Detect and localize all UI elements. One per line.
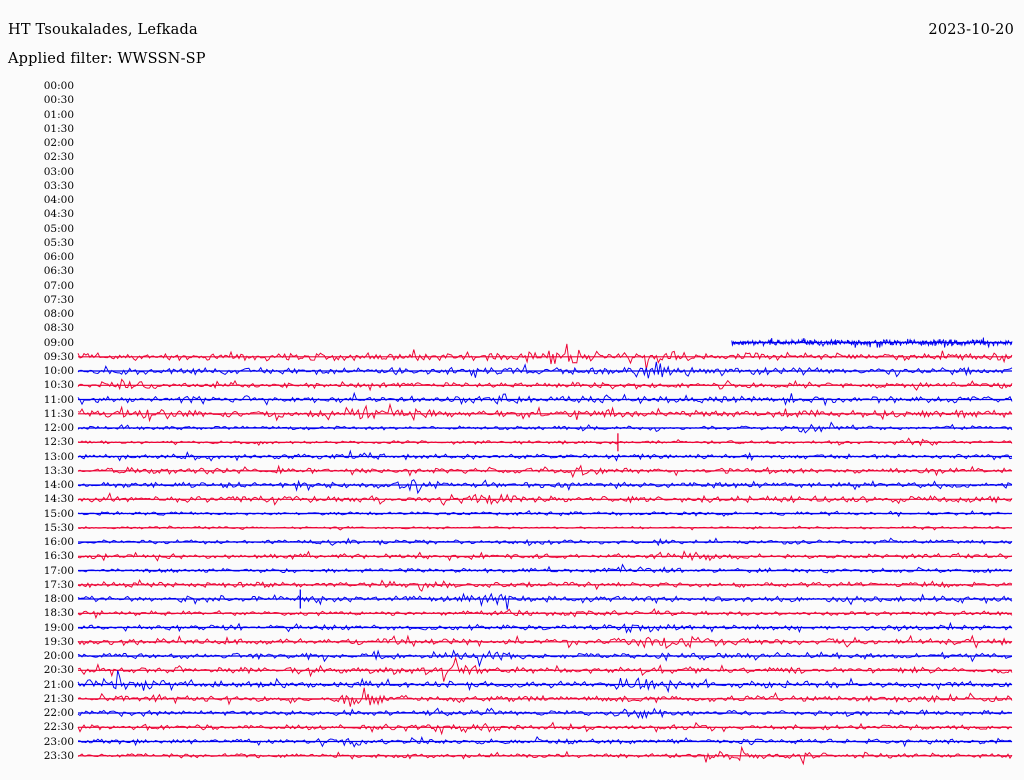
time-axis-label: 18:00 — [43, 593, 74, 605]
seismic-trace — [77, 608, 1013, 620]
time-axis-label: 18:30 — [43, 607, 74, 620]
time-axis-label: 03:30 — [43, 179, 74, 192]
time-axis-label: 01:00 — [43, 108, 74, 121]
time-axis-label: 15:00 — [43, 507, 74, 520]
time-axis-label: 19:00 — [43, 621, 74, 634]
time-axis-label: 01:30 — [43, 122, 74, 135]
page-title: HT Tsoukalades, Lefkada — [8, 22, 198, 38]
time-axis-label: 12:00 — [43, 422, 74, 434]
time-axis-label: 00:30 — [43, 94, 74, 107]
time-axis-label: 10:30 — [43, 379, 74, 392]
applied-filter-label: Applied filter: WWSSN-SP — [8, 51, 206, 67]
time-axis-label: 10:00 — [43, 365, 74, 377]
time-axis-label: 02:30 — [43, 151, 74, 164]
time-axis-label: 11:30 — [43, 407, 74, 420]
time-axis-label: 17:00 — [43, 564, 74, 577]
time-axis-label: 17:30 — [43, 578, 74, 591]
time-axis-label: 19:30 — [43, 635, 74, 648]
seismic-trace — [77, 656, 1013, 682]
time-axis-label: 07:00 — [43, 279, 74, 292]
date-label: 2023-10-20 — [928, 22, 1014, 38]
seismic-trace — [77, 343, 1013, 370]
seismic-trace — [77, 721, 1013, 736]
seismic-trace — [78, 537, 1013, 547]
seismic-trace — [77, 687, 1013, 707]
time-axis-label: 06:30 — [43, 265, 74, 278]
time-axis-label: 00:00 — [43, 80, 74, 92]
time-axis-label: 14:30 — [43, 493, 74, 506]
time-axis-label: 22:00 — [43, 707, 74, 719]
time-axis-label: 03:00 — [43, 165, 74, 178]
time-axis-label: 13:30 — [43, 464, 74, 477]
time-axis-label: 21:30 — [43, 692, 74, 705]
seismic-trace — [77, 550, 1013, 562]
seismic-trace — [77, 634, 1013, 649]
seismic-trace — [77, 421, 1013, 434]
time-axis-label: 20:30 — [43, 664, 74, 677]
seismic-trace — [77, 449, 1013, 462]
time-axis-label: 20:00 — [43, 650, 74, 662]
time-axis-label: 22:30 — [43, 721, 74, 734]
seismic-trace — [77, 670, 1013, 694]
seismic-trace — [77, 391, 1013, 407]
seismic-trace — [77, 509, 1013, 518]
seismic-trace — [77, 649, 1013, 668]
time-axis-label: 21:00 — [43, 678, 74, 691]
seismic-trace — [77, 437, 1013, 447]
time-axis-label: 09:00 — [43, 336, 74, 349]
seismic-trace — [77, 402, 1013, 423]
time-axis-label: 15:30 — [43, 521, 74, 534]
time-axis-label: 14:00 — [43, 479, 74, 491]
time-axis-label: 02:00 — [43, 137, 74, 149]
seismic-trace — [77, 578, 1013, 592]
seismic-trace — [77, 464, 1013, 479]
seismic-trace — [731, 337, 1013, 349]
seismic-trace — [77, 525, 1013, 531]
time-axis-label: 07:30 — [43, 293, 74, 306]
time-axis-label: 04:00 — [43, 194, 74, 206]
time-axis-label: 08:30 — [43, 322, 74, 335]
seismic-trace — [77, 492, 1013, 506]
time-axis-label: 06:00 — [43, 251, 74, 263]
seismic-trace — [77, 592, 1013, 610]
seismic-trace — [77, 745, 1013, 766]
time-axis-label: 04:30 — [43, 208, 74, 221]
time-axis-label: 16:30 — [43, 550, 74, 563]
time-axis-label: 13:00 — [43, 450, 74, 463]
seismic-trace — [77, 563, 1013, 574]
time-axis-label: 05:00 — [43, 222, 74, 235]
time-axis-label: 16:00 — [43, 536, 74, 548]
time-axis-label: 12:30 — [43, 436, 74, 449]
seismic-trace — [77, 735, 1013, 748]
time-axis-label: 11:00 — [43, 393, 74, 406]
time-axis-label: 23:00 — [43, 735, 74, 748]
seismic-trace — [77, 361, 1013, 379]
time-axis-label: 05:30 — [43, 236, 74, 249]
time-axis-label: 08:00 — [43, 308, 74, 320]
time-axis-label: 09:30 — [43, 350, 74, 363]
seismic-trace — [77, 707, 1013, 720]
time-axis-label: 23:30 — [43, 749, 74, 762]
seismic-trace — [77, 479, 1013, 495]
seismic-trace — [77, 621, 1013, 634]
seismic-trace — [77, 378, 1013, 392]
